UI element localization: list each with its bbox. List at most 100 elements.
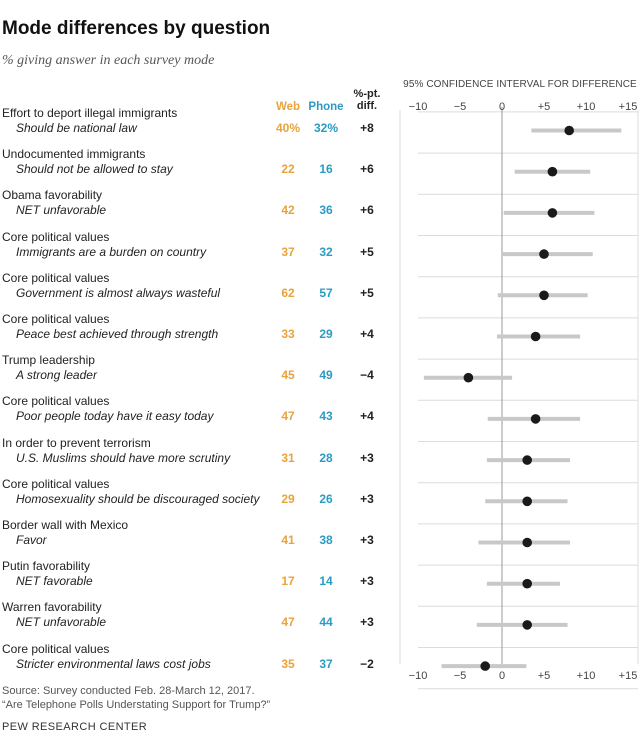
diff-header-line1: %-pt. [353, 88, 381, 100]
answer-label: Stricter environmental laws cost jobs [16, 656, 211, 671]
answer-label: Should not be allowed to stay [16, 162, 173, 177]
answer-label: A strong leader [16, 368, 97, 383]
question-label: Border wall with Mexico [2, 518, 129, 532]
diff-value: −2 [360, 656, 374, 671]
answer-label: Should be national law [16, 121, 137, 135]
table-row: Core political values Stricter environmen… [0, 642, 400, 682]
web-value: 29 [281, 491, 295, 506]
ci-axis-title: 95% CONFIDENCE INTERVAL FOR DIFFERENCE [403, 79, 637, 90]
diff-value: +3 [360, 491, 374, 506]
diff-point [522, 455, 532, 465]
x-tick-label-top: −5 [454, 101, 467, 113]
phone-value: 44 [319, 615, 333, 630]
diff-point [547, 208, 558, 218]
table-row: Core political values Homosexuality shoul… [0, 477, 400, 517]
phone-value: 49 [319, 368, 333, 383]
source-line-1: Source: Survey conducted Feb. 28-March 1… [2, 685, 255, 697]
phone-value: 36 [319, 203, 333, 218]
x-tick-label-bottom: +15 [619, 670, 638, 682]
phone-value: 29 [319, 327, 333, 341]
phone-column-header: Phone [308, 101, 344, 113]
diff-point [522, 578, 532, 589]
answer-label: U.S. Muslims should have more scrutiny [16, 450, 231, 465]
chart-title: Mode differences by question [2, 18, 271, 39]
web-value: 40% [275, 121, 301, 135]
question-label: Putin favorability [2, 559, 91, 574]
phone-value: 14 [319, 574, 333, 589]
answer-label: NET unfavorable [16, 615, 107, 630]
x-tick-label-top: −10 [409, 101, 428, 113]
phone-value: 26 [319, 491, 333, 506]
table-row: Core political values Immigrants are a bu… [0, 230, 400, 270]
diff-point [480, 661, 491, 671]
diff-value: +5 [360, 285, 374, 300]
chart-subtitle: % giving answer in each survey mode [2, 53, 215, 68]
web-column-header: Web [275, 101, 301, 113]
question-label: Core political values [2, 229, 110, 244]
answer-label: Peace best achieved through strength [16, 327, 219, 341]
diff-value: +5 [360, 244, 374, 259]
diff-value: +6 [360, 162, 374, 177]
web-value: 42 [281, 203, 295, 218]
table-row: Obama favorability NET unfavorable 42 36 +6 [0, 188, 400, 228]
answer-label: NET favorable [16, 574, 93, 589]
web-value: 31 [281, 450, 295, 465]
question-label: In order to prevent terrorism [2, 435, 151, 450]
question-label: Core political values [2, 641, 110, 656]
answer-label: Poor people today have it easy today [16, 409, 214, 424]
web-value: 62 [281, 285, 295, 300]
web-value: 47 [281, 409, 295, 424]
table-row: Undocumented immigrants Should not be all… [0, 147, 400, 187]
phone-value: 28 [319, 450, 333, 465]
web-value: 35 [281, 656, 295, 671]
answer-label: NET unfavorable [16, 203, 107, 218]
source-note: Source: Survey conducted Feb. 28-March 1… [2, 684, 270, 712]
x-tick-label-bottom: −5 [454, 670, 467, 682]
source-line-2: “Are Telephone Polls Understating Suppor… [2, 699, 271, 711]
diff-point [530, 331, 541, 342]
diff-value: +4 [360, 327, 374, 341]
answer-label: Homosexuality should be discouraged soci… [16, 491, 260, 506]
brand-label: PEW RESEARCH CENTER [2, 721, 148, 733]
x-tick-label-bottom: 0 [499, 670, 505, 682]
diff-value: +3 [360, 574, 374, 589]
diff-point [463, 372, 474, 383]
x-tick-label-top: +10 [577, 101, 596, 113]
x-tick-label-top: +5 [538, 101, 551, 113]
web-value: 37 [281, 244, 295, 259]
diff-value: −4 [360, 368, 374, 383]
diff-point [564, 125, 574, 136]
question-label: Undocumented immigrants [2, 147, 146, 162]
x-tick-label-top: +15 [619, 101, 638, 113]
phone-value: 32% [313, 121, 339, 135]
diff-point [522, 537, 532, 548]
diff-point [547, 166, 558, 177]
diff-point [539, 290, 549, 301]
phone-value: 43 [319, 409, 333, 424]
phone-value: 38 [319, 533, 333, 547]
diff-point [522, 496, 532, 507]
table-row: Border wall with Mexico Favor 41 38 +3 [0, 518, 400, 558]
x-tick-label-bottom: +10 [577, 670, 596, 682]
diff-point [522, 620, 532, 630]
web-value: 33 [281, 327, 295, 341]
phone-value: 32 [319, 244, 333, 259]
diff-point [530, 414, 541, 424]
web-value: 22 [281, 162, 295, 177]
phone-value: 37 [319, 656, 333, 671]
phone-value: 16 [319, 162, 333, 177]
answer-label: Favor [16, 533, 47, 547]
diff-point [539, 249, 549, 259]
diff-value: +8 [360, 121, 374, 135]
table-row: Core political values Poor people today h… [0, 394, 400, 434]
diff-value: +4 [360, 409, 374, 424]
table-row: Effort to deport illegal immigrants Shoul… [0, 106, 400, 146]
question-label: Warren favorability [2, 600, 102, 615]
answer-label: Immigrants are a burden on country [16, 244, 207, 259]
x-tick-label-bottom: −10 [409, 670, 428, 682]
question-label: Effort to deport illegal immigrants [2, 106, 178, 120]
x-tick-label-bottom: +5 [538, 670, 551, 682]
question-label: Core political values [2, 312, 110, 326]
diff-value: +3 [360, 615, 374, 630]
answer-label: Government is almost always wasteful [16, 285, 221, 300]
